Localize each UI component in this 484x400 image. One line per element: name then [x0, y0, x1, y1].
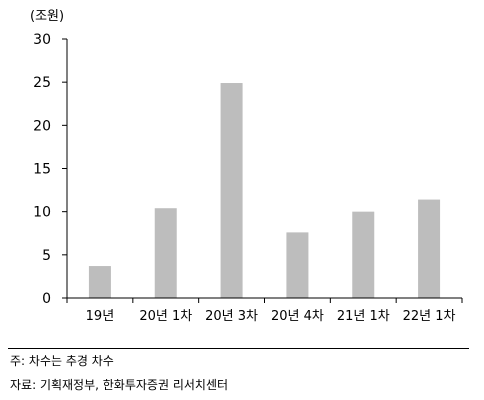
- x-tick-label: 20년 3차: [205, 309, 258, 324]
- y-tick-label: 20: [33, 118, 51, 134]
- bar: [220, 83, 243, 298]
- chart-source: 자료: 기획재정부, 한화투자증권 리서치센터: [10, 378, 229, 392]
- y-tick-label: 5: [42, 248, 51, 264]
- x-tick-label: 22년 1차: [403, 309, 456, 324]
- x-tick-label: 19년: [86, 309, 115, 324]
- y-tick-label: 10: [33, 205, 51, 221]
- bar: [352, 211, 375, 298]
- bar: [286, 232, 309, 298]
- bars-group: [88, 83, 441, 298]
- x-tick-label: 21년 1차: [337, 309, 390, 324]
- y-tick-label: 0: [42, 291, 51, 307]
- y-tick-label: 25: [33, 75, 51, 91]
- y-axis-unit-label: (조원): [30, 9, 64, 24]
- y-tick-label: 30: [33, 32, 51, 48]
- bar: [88, 266, 111, 298]
- x-tick-label: 20년 4차: [271, 309, 324, 324]
- x-axis: 19년 20년 1차 20년 3차 20년 4차 21년 1차 22년 1차: [66, 297, 463, 324]
- bar: [418, 199, 441, 298]
- y-tick-label: 15: [33, 162, 51, 178]
- bar-chart: (조원) 0 5 10 15 20 25 30 19년 20년 1차 20년 3차 20년 4차 2…: [30, 9, 463, 324]
- bar: [154, 208, 177, 298]
- y-axis: 0 5 10 15 20 25 30: [33, 32, 68, 307]
- footer-divider: [8, 348, 469, 349]
- chart-note: 주: 차수는 추경 차수: [10, 354, 114, 368]
- x-tick-label: 20년 1차: [139, 309, 192, 324]
